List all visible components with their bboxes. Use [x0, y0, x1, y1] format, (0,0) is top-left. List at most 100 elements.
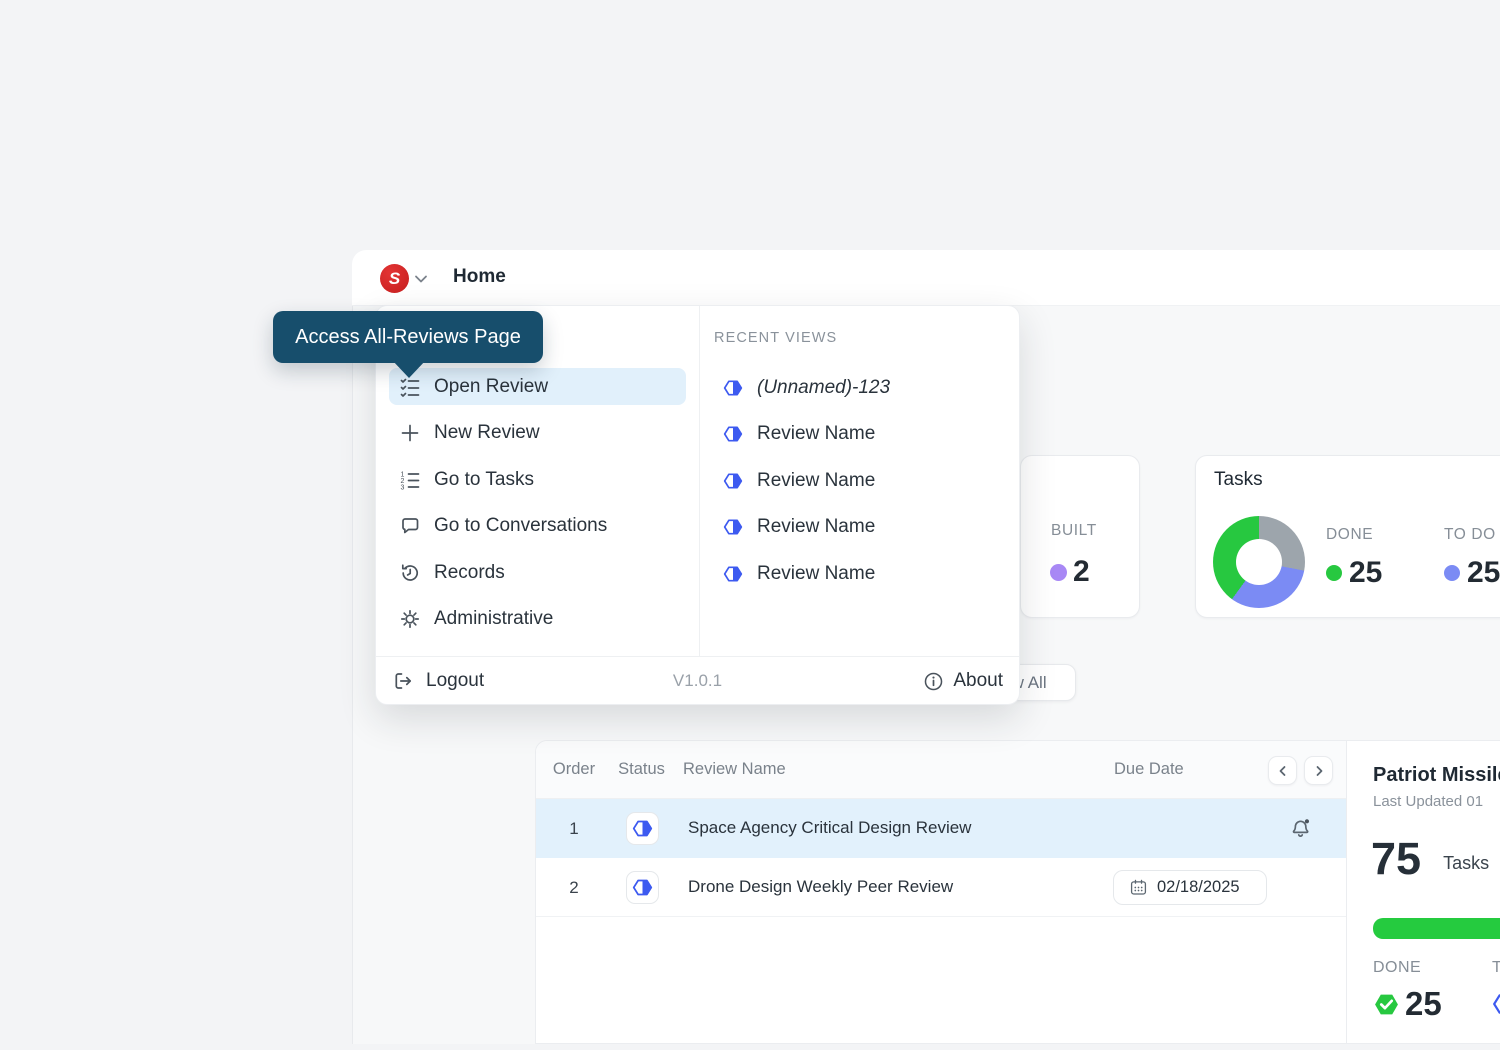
table-row[interactable]: 2 Drone Design Weekly Peer Review 02/18/…	[536, 858, 1346, 917]
todo-value: 25	[1467, 556, 1500, 589]
recent-views-heading: RECENT VIEWS	[714, 330, 838, 346]
page-title: Home	[453, 266, 506, 287]
menu-item-new-review[interactable]: New Review	[389, 415, 686, 452]
tooltip: Access All-Reviews Page	[273, 311, 543, 363]
tasks-card: Tasks DONE 25 TO DO 25	[1195, 455, 1500, 618]
done-label: DONE	[1326, 526, 1374, 543]
tooltip-text: Access All-Reviews Page	[295, 325, 521, 348]
history-icon	[399, 562, 421, 584]
half-hexagon-status-icon	[632, 879, 653, 896]
dropdown-menu-list: Open Review New Review 1 2 3	[389, 368, 686, 638]
svg-text:1: 1	[401, 471, 405, 478]
detail-subtitle: Last Updated 01	[1373, 793, 1484, 810]
recent-view-label: Review Name	[757, 562, 876, 584]
tasks-legend-todo: TO DO 25	[1444, 526, 1500, 590]
checklist-icon	[399, 376, 421, 398]
column-header-order: Order	[552, 760, 596, 778]
reviews-table-card: Order Status Review Name Due Date 1 Spac…	[535, 740, 1500, 1044]
detail-total-tasks: 75	[1371, 833, 1422, 884]
half-hexagon-status-icon	[723, 426, 743, 442]
menu-item-open-review[interactable]: Open Review	[389, 368, 686, 405]
due-date-chip[interactable]: 02/18/2025	[1113, 870, 1267, 905]
recent-view-item[interactable]: Review Name	[723, 509, 890, 546]
svg-text:2: 2	[401, 478, 405, 485]
column-header-due-date: Due Date	[1114, 760, 1184, 778]
logout-button[interactable]: Logout	[392, 670, 484, 692]
tasks-legend-done: DONE 25	[1326, 526, 1382, 590]
recent-view-item[interactable]: Review Name	[723, 462, 890, 499]
todo-label: TO DO	[1444, 526, 1496, 543]
chat-icon	[399, 515, 421, 537]
todo-dot	[1444, 565, 1460, 581]
row-order: 2	[569, 878, 579, 897]
column-header-review-name: Review Name	[683, 760, 786, 778]
half-hexagon-status-icon	[723, 566, 743, 581]
half-hexagon-status-icon	[1493, 994, 1500, 1014]
detail-done-label: DONE	[1373, 959, 1422, 976]
chevron-down-icon[interactable]	[414, 271, 428, 289]
detail-todo-stat: TO DO 25	[1492, 959, 1500, 1023]
built-dot	[1050, 563, 1067, 581]
menu-item-label: Open Review	[434, 375, 549, 397]
status-chip[interactable]	[626, 871, 659, 904]
recent-view-label: Review Name	[757, 469, 876, 491]
gear-icon	[399, 608, 421, 630]
due-date-value: 02/18/2025	[1157, 878, 1240, 896]
calendar-icon	[1130, 879, 1147, 895]
detail-todo-label: TO DO	[1492, 959, 1500, 977]
tooltip-arrow	[392, 360, 426, 378]
built-label: BUILT	[1051, 522, 1097, 539]
recent-view-item[interactable]: Review Name	[723, 555, 890, 592]
tasks-donut-chart	[1213, 516, 1305, 608]
info-icon	[925, 672, 943, 690]
half-hexagon-status-icon	[723, 473, 743, 488]
table-header-row: Order Status Review Name Due Date	[536, 741, 1346, 799]
tasks-card-title: Tasks	[1214, 469, 1263, 490]
app-logo[interactable]: S	[380, 264, 409, 293]
recent-view-label: Review Name	[757, 423, 876, 444]
menu-item-administrative[interactable]: Administrative	[389, 601, 686, 638]
menu-item-go-to-tasks[interactable]: 1 2 3 Go to Tasks	[389, 461, 686, 498]
detail-done-stat: DONE 25	[1373, 959, 1442, 1023]
recent-views-panel: RECENT VIEWS (Unnamed)-123 Review Name	[700, 306, 1021, 656]
detail-title: Patriot Missile	[1373, 764, 1500, 786]
status-chip[interactable]	[626, 812, 659, 845]
menu-item-go-to-conversations[interactable]: Go to Conversations	[389, 508, 686, 545]
half-hexagon-status-icon	[723, 380, 743, 395]
app-logo-letter: S	[388, 268, 401, 288]
main-dropdown-menu: Open Review New Review 1 2 3	[375, 305, 1020, 705]
recent-view-label: (Unnamed)-123	[757, 376, 891, 398]
row-order: 1	[569, 819, 579, 838]
half-hexagon-status-icon	[632, 820, 653, 837]
menu-item-label: Go to Tasks	[434, 468, 534, 490]
review-name-cell: Drone Design Weekly Peer Review	[688, 877, 954, 896]
done-value: 25	[1349, 556, 1383, 589]
check-hexagon-icon	[1375, 994, 1398, 1014]
table-row[interactable]: 1 Space Agency Critical Design Review	[536, 799, 1346, 858]
detail-done-value: 25	[1405, 985, 1442, 1022]
recent-view-label: Review Name	[757, 516, 876, 537]
half-hexagon-status-icon	[723, 519, 743, 535]
menu-item-records[interactable]: Records	[389, 554, 686, 591]
top-bar: S Home	[352, 250, 1500, 306]
menu-item-label: Go to Conversations	[434, 515, 608, 536]
review-detail-panel: Patriot Missile Last Updated 01 75 Tasks…	[1346, 741, 1500, 1043]
menu-item-label: New Review	[434, 422, 540, 443]
svg-text:3: 3	[401, 484, 405, 491]
logout-icon	[395, 673, 412, 689]
recent-view-item[interactable]: Review Name	[723, 416, 890, 453]
previous-page-button[interactable]	[1268, 756, 1297, 785]
done-dot	[1326, 565, 1342, 581]
plus-icon	[399, 422, 421, 444]
dropdown-footer: Logout V1.0.1 About	[376, 656, 1019, 705]
notification-bell-icon[interactable]	[1288, 815, 1313, 846]
detail-total-label: Tasks	[1443, 852, 1490, 873]
next-page-button[interactable]	[1304, 756, 1333, 785]
review-name-cell: Space Agency Critical Design Review	[688, 818, 972, 837]
built-value: 2	[1073, 555, 1090, 588]
dropdown-divider	[699, 306, 700, 656]
recent-view-item[interactable]: (Unnamed)-123	[723, 369, 890, 406]
numbered-list-icon: 1 2 3	[399, 469, 421, 491]
about-button[interactable]: About	[923, 670, 1003, 692]
